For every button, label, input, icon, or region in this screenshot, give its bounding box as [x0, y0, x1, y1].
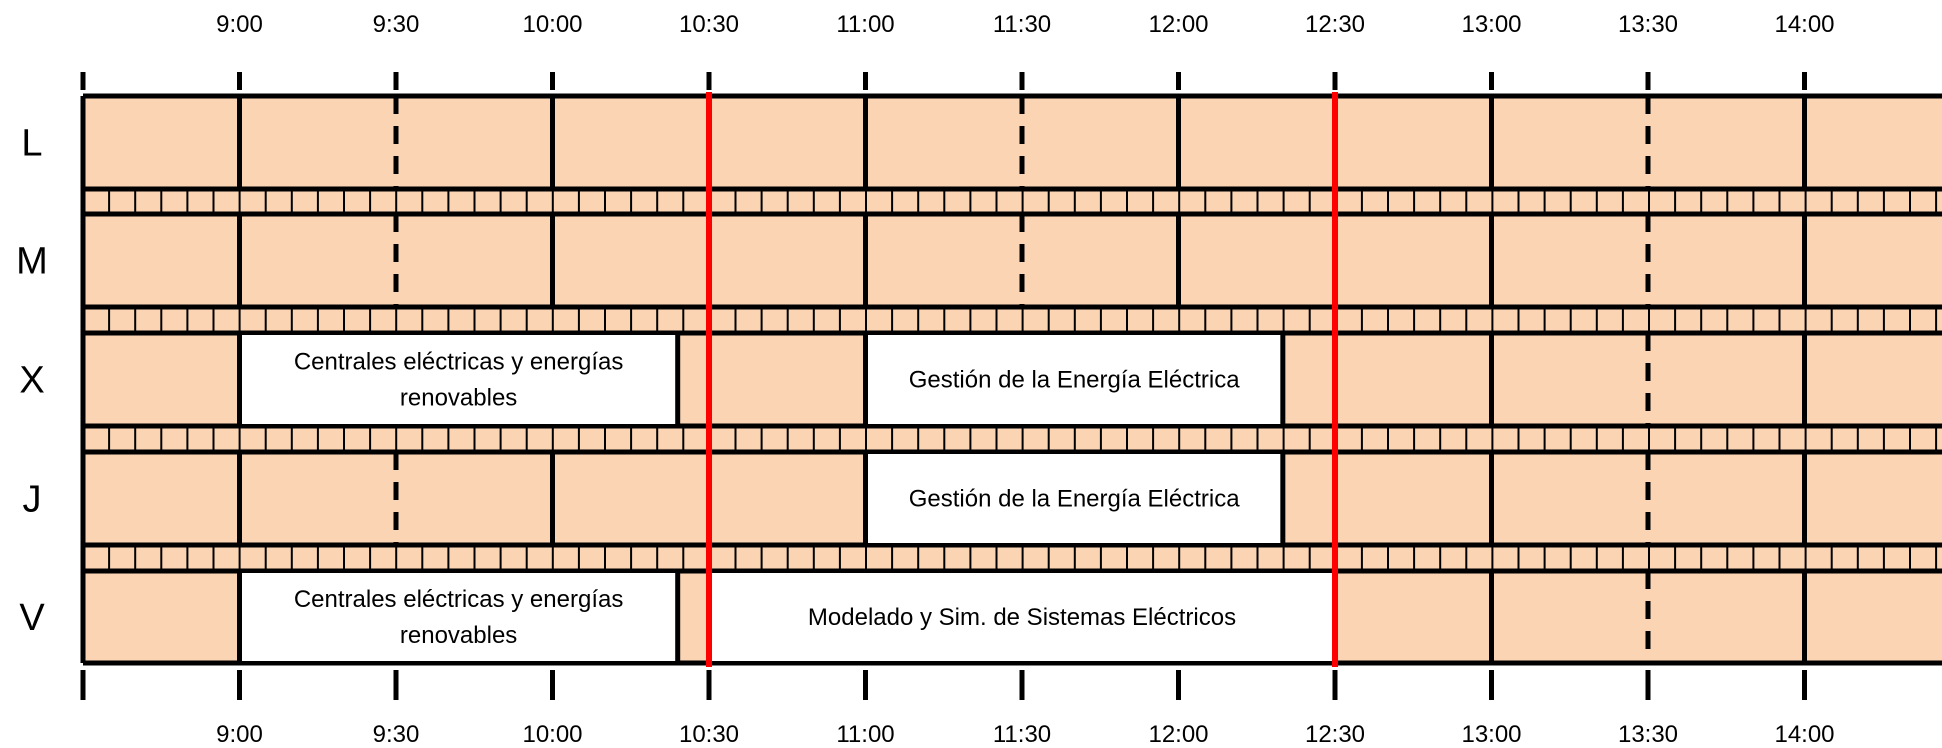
- course-block: [709, 573, 1335, 661]
- day-row-L: [83, 96, 1942, 189]
- course-block: [239, 335, 678, 424]
- time-label-top: 12:30: [1305, 11, 1365, 38]
- time-label-top: 9:00: [216, 11, 263, 38]
- time-label-top: 10:00: [522, 11, 582, 38]
- day-label-J: J: [23, 479, 42, 521]
- time-label-bottom: 10:30: [679, 721, 739, 748]
- time-label-bottom: 11:00: [836, 721, 894, 748]
- time-label-top: 11:00: [836, 11, 894, 38]
- time-label-bottom: 9:00: [216, 721, 263, 748]
- time-label-top: 14:00: [1774, 11, 1834, 38]
- day-label-L: L: [21, 123, 42, 165]
- time-label-bottom: 9:30: [373, 721, 420, 748]
- time-label-bottom: 12:30: [1305, 721, 1365, 748]
- course-label: Centrales eléctricas y energías: [294, 349, 623, 376]
- time-label-bottom: 12:00: [1148, 721, 1208, 748]
- course-label: Centrales eléctricas y energías: [294, 586, 623, 613]
- time-label-bottom: 11:30: [993, 721, 1051, 748]
- course-label: Gestión de la Energía Eléctrica: [909, 367, 1240, 394]
- time-label-top: 13:00: [1461, 11, 1521, 38]
- day-row-M: [83, 214, 1942, 307]
- time-label-top: 9:30: [373, 11, 420, 38]
- time-label-top: 10:30: [679, 11, 739, 38]
- row-separators: [82, 189, 1942, 571]
- course-label: renovables: [400, 385, 517, 412]
- day-label-X: X: [19, 360, 44, 402]
- course-label: renovables: [400, 622, 517, 649]
- day-label-M: M: [16, 241, 48, 283]
- time-label-bottom: 10:00: [522, 721, 582, 748]
- course-label: Modelado y Sim. de Sistemas Eléctricos: [808, 604, 1236, 631]
- time-label-top: 12:00: [1148, 11, 1208, 38]
- time-label-top: 13:30: [1618, 11, 1678, 38]
- time-label-bottom: 14:00: [1774, 721, 1834, 748]
- course-block: [865, 335, 1283, 424]
- time-label-bottom: 13:00: [1461, 721, 1521, 748]
- course-label: Gestión de la Energía Eléctrica: [909, 486, 1240, 513]
- course-block: [239, 573, 678, 661]
- time-label-top: 11:30: [993, 11, 1051, 38]
- course-block: [865, 454, 1283, 543]
- day-label-V: V: [19, 597, 45, 639]
- time-label-bottom: 13:30: [1618, 721, 1678, 748]
